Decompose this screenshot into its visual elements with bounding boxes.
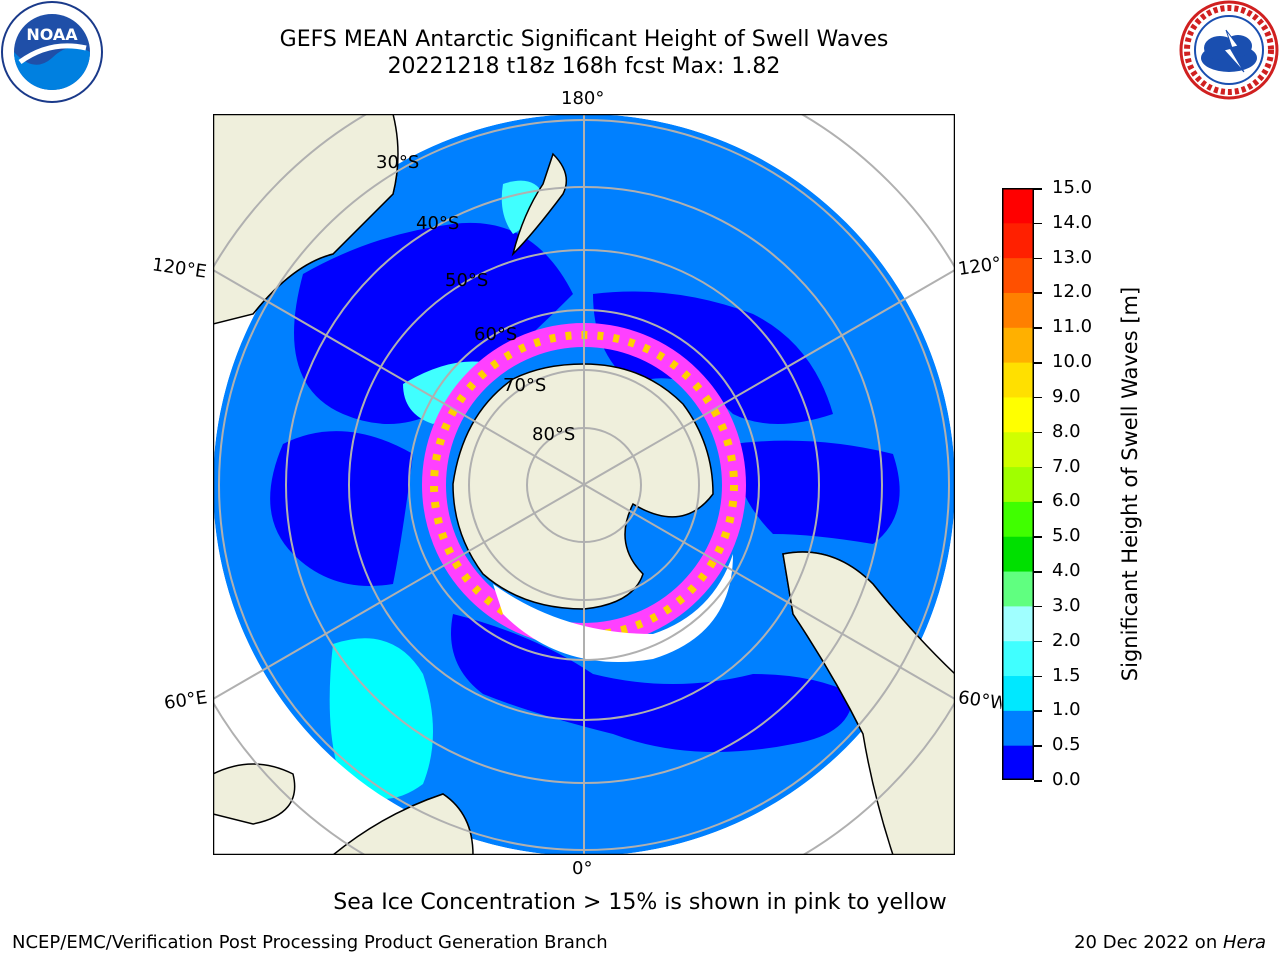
footer-system: Hera bbox=[1222, 932, 1266, 953]
colorbar-tick-label: 12.0 bbox=[1052, 281, 1093, 303]
colorbar-tick-label: 9.0 bbox=[1052, 385, 1081, 407]
lat-label-30s: 30°S bbox=[376, 152, 420, 173]
colorbar-segment bbox=[1002, 501, 1034, 537]
land-new-zealand bbox=[511, 152, 568, 257]
colorbar-tick-mark bbox=[1034, 188, 1042, 190]
colorbar-tick-mark bbox=[1034, 431, 1042, 434]
noaa-logo: NOAA bbox=[1, 1, 103, 103]
map-caption: Sea Ice Concentration > 15% is shown in … bbox=[333, 890, 947, 915]
colorbar-segment bbox=[1002, 536, 1034, 572]
colorbar-segment bbox=[1002, 292, 1034, 328]
lon-label-0: 0° bbox=[572, 858, 593, 879]
chart-title: GEFS MEAN Antarctic Significant Height o… bbox=[279, 27, 889, 52]
colorbar-tick-label: 14.0 bbox=[1052, 211, 1093, 233]
colorbar-tick-mark bbox=[1034, 571, 1042, 573]
colorbar-tick-mark bbox=[1034, 362, 1042, 364]
map-frame bbox=[213, 114, 955, 855]
colorbar-tick-label: 0.5 bbox=[1052, 734, 1081, 756]
colorbar-tick-mark bbox=[1034, 640, 1042, 643]
chart-subtitle: 20221218 t18z 168h fcst Max: 1.82 bbox=[387, 54, 781, 79]
colorbar-segment bbox=[1002, 188, 1034, 224]
colorbar-tick-mark bbox=[1034, 745, 1042, 747]
colorbar-tick-label: 8.0 bbox=[1052, 420, 1081, 442]
colorbar-segment bbox=[1002, 396, 1034, 433]
colorbar-segment bbox=[1002, 640, 1034, 677]
footer-date-text: 20 Dec 2022 on bbox=[1074, 932, 1223, 953]
colorbar-tick-label: 13.0 bbox=[1052, 246, 1093, 268]
colorbar-tick-mark bbox=[1034, 710, 1042, 712]
lon-label-60w: 60°W bbox=[956, 687, 1004, 714]
colorbar-segment bbox=[1002, 466, 1034, 502]
swell-cyan-region bbox=[501, 180, 543, 234]
colorbar-tick-label: 0.0 bbox=[1052, 769, 1081, 790]
swell-low-region bbox=[294, 222, 573, 424]
colorbar-segment bbox=[1002, 257, 1034, 293]
colorbar-segment bbox=[1002, 745, 1034, 780]
lat-label-60s: 60°S bbox=[474, 324, 518, 345]
polar-map bbox=[213, 114, 955, 855]
colorbar-tick-mark bbox=[1034, 466, 1042, 469]
noaa-text: NOAA bbox=[26, 25, 78, 44]
footer-date: 20 Dec 2022 on Hera bbox=[1074, 932, 1266, 953]
colorbar-tick-label: 4.0 bbox=[1052, 560, 1081, 582]
colorbar-tick-mark bbox=[1034, 780, 1042, 782]
colorbar-segment bbox=[1002, 431, 1034, 468]
colorbar-tick-mark bbox=[1034, 292, 1042, 294]
colorbar-tick-label: 2.0 bbox=[1052, 629, 1081, 651]
swell-low-region bbox=[270, 431, 413, 586]
swell-low-region bbox=[451, 614, 853, 752]
lon-label-60e: 60°E bbox=[162, 687, 209, 714]
lon-label-120w: 120°W bbox=[956, 253, 1004, 280]
colorbar-segment bbox=[1002, 710, 1034, 746]
lat-label-50s: 50°S bbox=[445, 270, 489, 291]
nws-logo bbox=[1179, 0, 1279, 100]
lon-label-120e: 120°E bbox=[150, 254, 208, 283]
map-canvas bbox=[213, 114, 955, 855]
lat-label-40s: 40°S bbox=[416, 213, 460, 234]
colorbar-tick-label: 1.5 bbox=[1052, 664, 1081, 686]
swell-cyan-region bbox=[329, 638, 433, 799]
swell-low-region bbox=[733, 440, 900, 544]
colorbar-segment bbox=[1002, 362, 1034, 398]
colorbar-label: Significant Height of Swell Waves [m] bbox=[1118, 286, 1142, 682]
colorbar-tick-label: 3.0 bbox=[1052, 594, 1081, 616]
colorbar-tick-mark bbox=[1034, 222, 1042, 225]
colorbar-tick-mark bbox=[1034, 257, 1042, 260]
colorbar-tick-mark bbox=[1034, 396, 1042, 399]
lat-label-80s: 80°S bbox=[532, 424, 576, 445]
colorbar-segment bbox=[1002, 571, 1034, 607]
colorbar-tick-label: 10.0 bbox=[1052, 351, 1093, 373]
colorbar-segment bbox=[1002, 327, 1034, 363]
colorbar bbox=[1002, 188, 1034, 780]
colorbar-segment bbox=[1002, 222, 1034, 259]
colorbar-segment bbox=[1002, 675, 1034, 711]
footer-organization: NCEP/EMC/Verification Post Processing Pr… bbox=[12, 932, 608, 953]
longitude-grid bbox=[213, 114, 955, 855]
lat-label-70s: 70°S bbox=[503, 375, 547, 396]
colorbar-tick-mark bbox=[1034, 675, 1042, 678]
colorbar-tick-mark bbox=[1034, 605, 1042, 608]
colorbar-tick-label: 15.0 bbox=[1052, 177, 1093, 198]
colorbar-tick-mark bbox=[1034, 536, 1042, 538]
colorbar-tick-label: 6.0 bbox=[1052, 490, 1081, 512]
colorbar-tick-label: 7.0 bbox=[1052, 455, 1081, 477]
colorbar-tick-label: 11.0 bbox=[1052, 316, 1093, 338]
colorbar-tick-mark bbox=[1034, 327, 1042, 329]
colorbar-tick-label: 5.0 bbox=[1052, 525, 1081, 547]
lon-label-180: 180° bbox=[561, 88, 605, 109]
colorbar-segment bbox=[1002, 605, 1034, 642]
colorbar-tick-mark bbox=[1034, 501, 1042, 503]
colorbar-tick-label: 1.0 bbox=[1052, 699, 1081, 721]
